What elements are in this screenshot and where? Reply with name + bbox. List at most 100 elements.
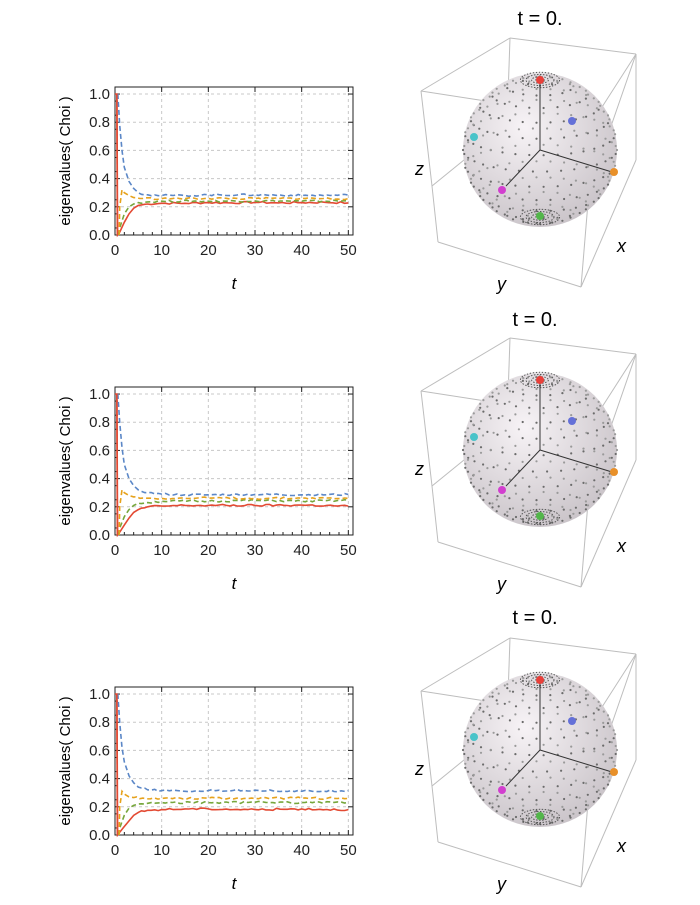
sphere-dot [505, 730, 507, 732]
sphere-dot [585, 116, 587, 118]
sphere-dot [570, 152, 572, 154]
sphere-dot [512, 91, 514, 93]
sphere-dot [522, 198, 524, 200]
sphere-dot [478, 789, 480, 791]
sphere-dot [528, 454, 530, 456]
sphere-dot [585, 804, 587, 806]
sphere-dot [579, 401, 581, 403]
sphere-dot [585, 182, 587, 184]
sphere-dot [506, 87, 508, 89]
y-tick-label: 0.4 [89, 771, 110, 788]
sphere-dot [522, 93, 524, 95]
sphere-dot [472, 755, 474, 757]
x-tick-label: 20 [200, 842, 217, 859]
sphere-dot [615, 145, 617, 147]
sphere-dot [614, 765, 616, 767]
sphere-dot [528, 791, 530, 793]
sphere-dot [509, 508, 511, 510]
sphere-dot [493, 732, 495, 734]
sphere-dot [572, 385, 574, 387]
sphere-dot [472, 443, 474, 445]
sphere-dot [467, 157, 469, 159]
sphere-dot [491, 206, 493, 208]
sphere-dot [467, 459, 469, 461]
sphere-dot [522, 509, 524, 511]
box-edge [510, 638, 636, 654]
y-tick-label: 0.0 [89, 527, 110, 544]
sphere-dot [467, 771, 469, 773]
sphere-dot [569, 494, 571, 496]
sphere-dot [570, 746, 572, 748]
sphere-dot [607, 414, 609, 416]
sphere-dot [615, 453, 617, 455]
sphere-dot [570, 146, 572, 148]
marker-magenta [498, 186, 506, 194]
sphere-dot [602, 153, 604, 155]
sphere-dot [498, 181, 500, 183]
sphere-title: t = 0. [512, 607, 557, 629]
sphere-dot [528, 112, 530, 114]
sphere-dot [478, 409, 480, 411]
sphere-dot [598, 497, 600, 499]
sphere-dot [563, 809, 565, 811]
sphere-dot [557, 713, 559, 715]
sphere-dot [587, 504, 589, 506]
sphere-dot [522, 721, 524, 723]
sphere-dot [480, 746, 482, 748]
sphere-dot [464, 767, 466, 769]
sphere-dot [556, 492, 558, 494]
marker-orange [610, 768, 618, 776]
sphere-dot [549, 204, 551, 206]
sphere-dot [479, 103, 481, 105]
sphere-dot [486, 467, 488, 469]
sphere-dot [482, 487, 484, 489]
sphere-dot [514, 445, 516, 447]
x-axis-label: x [616, 536, 627, 556]
y-tick-label: 0.2 [89, 499, 110, 516]
marker-magenta [498, 786, 506, 794]
sphere-dot [593, 712, 595, 714]
sphere-dot [613, 737, 615, 739]
sphere-dot [515, 682, 517, 684]
sphere-dot [479, 703, 481, 705]
sphere-dot [496, 799, 498, 801]
sphere-dot [549, 88, 551, 90]
y-tick-label: 0.2 [89, 199, 110, 216]
series-line-3 [119, 490, 348, 535]
sphere-dot [522, 761, 524, 763]
sphere-dot [504, 84, 506, 86]
sphere-dot [490, 717, 492, 719]
sphere-dot [478, 470, 480, 472]
sphere-dot [582, 716, 584, 718]
sphere-dot [535, 138, 537, 140]
sphere-dot [579, 812, 581, 814]
sphere-dot [593, 801, 595, 803]
sphere-dot [496, 199, 498, 201]
sphere-dot [576, 196, 578, 198]
sphere-dot [613, 461, 615, 463]
sphere-dot [496, 399, 498, 401]
sphere-dot [572, 85, 574, 87]
sphere-dot [491, 692, 493, 694]
sphere-dot [490, 481, 492, 483]
sphere-dot [501, 147, 503, 149]
sphere-dot [486, 492, 488, 494]
sphere-dot [585, 800, 587, 802]
sphere-dot [598, 709, 600, 711]
sphere-dot [608, 718, 610, 720]
sphere-dot [575, 807, 577, 809]
sphere-dot [506, 511, 508, 513]
sphere-dot [504, 495, 506, 497]
sphere-dot [470, 716, 472, 718]
sphere-dot [570, 752, 572, 754]
sphere-dot [522, 505, 524, 507]
sphere-dot [470, 420, 472, 422]
sphere-dot [599, 705, 601, 707]
sphere-dot [532, 727, 534, 729]
y-tick-label: 0.8 [89, 114, 110, 131]
sphere-dot [528, 680, 530, 682]
sphere-dot [557, 785, 559, 787]
sphere-dot [478, 709, 480, 711]
marker-cyan [470, 133, 478, 141]
